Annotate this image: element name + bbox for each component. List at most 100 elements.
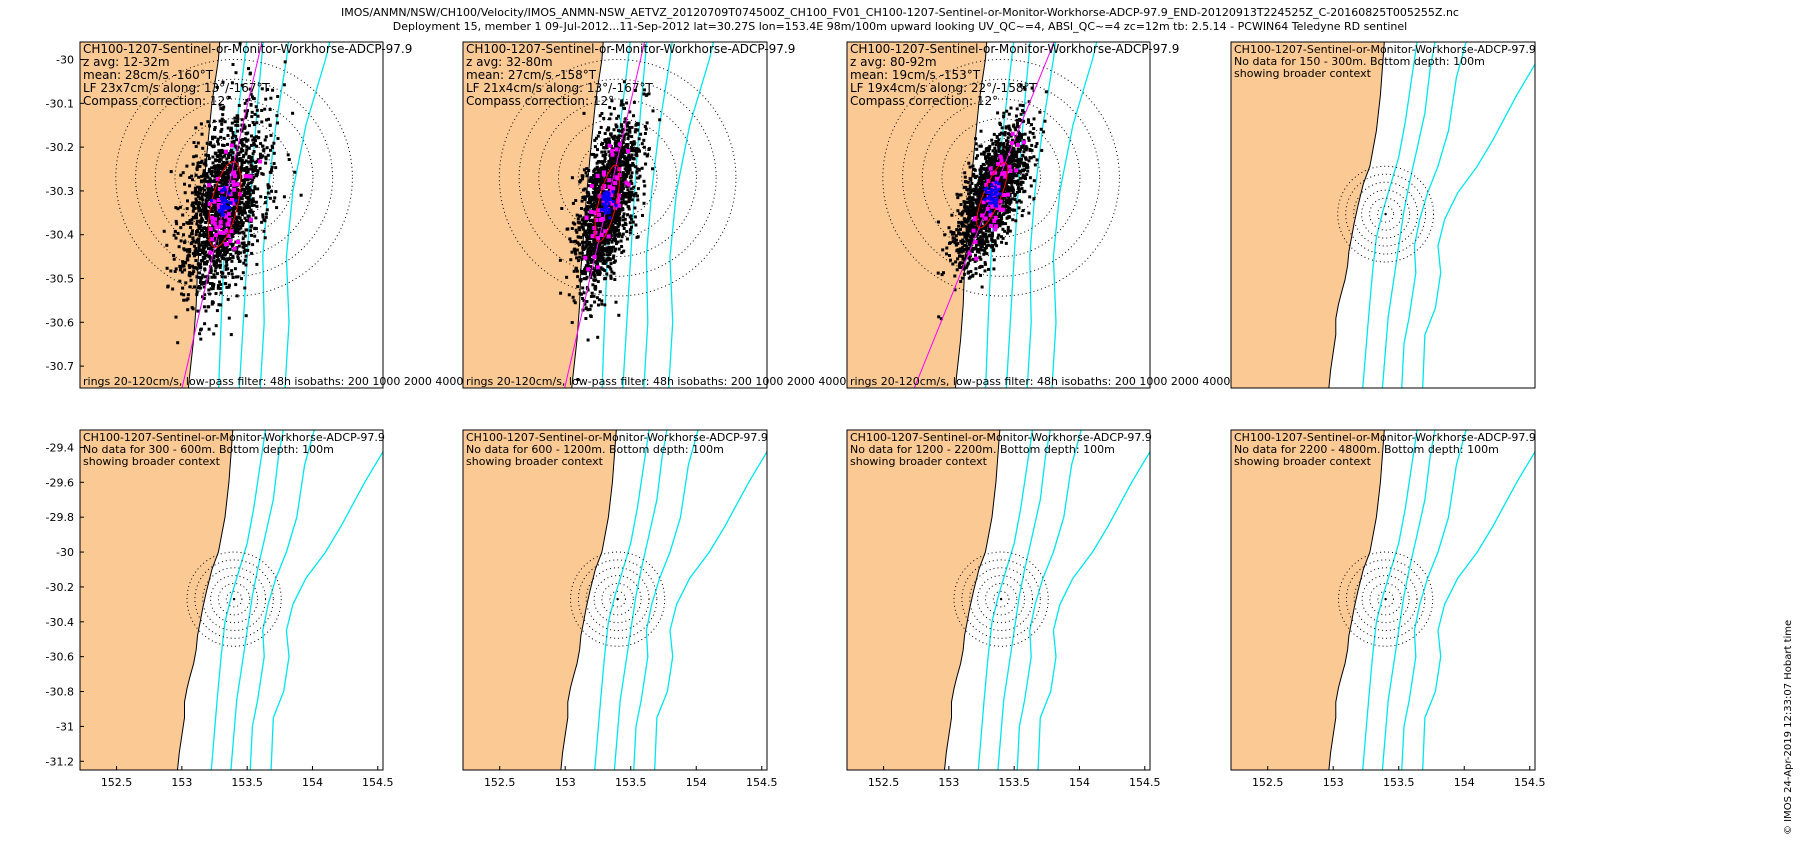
scatter-point	[977, 241, 981, 244]
scatter-point	[231, 254, 235, 258]
scatter-point	[633, 215, 637, 219]
scatter-point	[617, 114, 620, 118]
scatter-point	[205, 244, 209, 248]
scatter-point	[195, 222, 199, 226]
scatter-point	[588, 201, 592, 205]
scatter-point	[1005, 210, 1009, 214]
daily-point	[215, 176, 220, 181]
scatter-point	[971, 196, 975, 200]
scatter-point	[584, 219, 588, 223]
scatter-point	[570, 227, 574, 230]
scatter-point	[203, 188, 206, 192]
scatter-point	[222, 235, 226, 239]
scatter-point	[185, 248, 189, 252]
scatter-point	[233, 231, 237, 235]
scatter-point	[218, 159, 221, 163]
scatter-point	[195, 199, 198, 203]
scatter-point	[977, 181, 981, 185]
scatter-point	[201, 203, 204, 207]
scatter-point	[595, 165, 599, 169]
scatter-point	[205, 141, 209, 145]
scatter-point	[1001, 185, 1005, 188]
scatter-point	[984, 157, 988, 161]
scatter-point	[593, 172, 597, 176]
scatter-point	[1013, 198, 1017, 202]
scatter-point	[989, 156, 993, 160]
scatter-point	[174, 219, 178, 223]
scatter-point	[237, 259, 241, 263]
scatter-point	[1022, 119, 1026, 123]
scatter-point	[173, 270, 177, 273]
scatter-point	[618, 210, 622, 213]
scatter-point	[211, 259, 215, 263]
scatter-point	[174, 315, 178, 319]
scatter-point	[597, 303, 600, 307]
scatter-point	[246, 109, 249, 113]
scatter-point	[994, 140, 998, 143]
scatter-point	[247, 214, 251, 218]
scatter-point	[222, 182, 226, 186]
daily-point	[609, 148, 614, 153]
scatter-point	[243, 101, 247, 105]
scatter-point	[205, 216, 209, 220]
scatter-point	[243, 234, 247, 238]
scatter-point	[593, 138, 597, 142]
scatter-point	[258, 152, 262, 156]
scatter-point	[204, 262, 208, 266]
scatter-point	[241, 242, 245, 245]
mean-point	[607, 191, 611, 195]
scatter-point	[193, 186, 197, 190]
scatter-point	[1016, 186, 1020, 190]
scatter-point	[629, 179, 633, 183]
scatter-point	[1032, 179, 1036, 183]
scatter-point	[249, 160, 253, 164]
scatter-point	[621, 152, 625, 156]
daily-point	[596, 208, 600, 213]
scatter-point	[221, 176, 224, 180]
scatter-point	[997, 149, 1001, 153]
scatter-point	[198, 185, 202, 189]
panel-annotation-3: Compass correction: 12°	[466, 94, 614, 108]
scatter-point	[989, 181, 993, 185]
scatter-point	[187, 221, 190, 225]
scatter-point	[231, 131, 235, 134]
scatter-point	[265, 208, 269, 212]
scatter-point	[977, 250, 981, 254]
scatter-point	[231, 63, 235, 66]
scatter-point	[580, 225, 584, 229]
scatter-point	[207, 230, 211, 234]
scatter-point	[250, 198, 254, 202]
scatter-point	[1019, 112, 1023, 116]
scatter-point	[282, 195, 286, 199]
scatter-point	[625, 101, 629, 105]
scatter-point	[1032, 117, 1036, 121]
scatter-point	[960, 246, 964, 250]
scatter-point	[607, 138, 611, 142]
scatter-point	[642, 179, 646, 183]
scatter-point	[223, 275, 227, 279]
scatter-point	[1010, 197, 1014, 201]
scatter-point	[635, 128, 639, 132]
scatter-point	[204, 198, 208, 202]
scatter-point	[240, 213, 244, 216]
scatter-point	[239, 206, 243, 210]
scatter-point	[200, 216, 204, 220]
scatter-point	[196, 206, 200, 210]
scatter-point	[220, 118, 224, 122]
scatter-point	[206, 231, 210, 235]
scatter-point	[206, 188, 210, 192]
daily-point	[606, 234, 611, 239]
scatter-point	[642, 192, 646, 196]
scatter-point	[630, 135, 634, 139]
scatter-point	[219, 130, 223, 133]
scatter-point	[593, 193, 597, 197]
scatter-point	[608, 171, 612, 175]
scatter-point	[587, 224, 590, 228]
scatter-point	[969, 178, 973, 182]
scatter-point	[195, 168, 199, 172]
scatter-point	[586, 251, 590, 255]
scatter-point	[620, 123, 623, 127]
scatter-point	[222, 144, 226, 147]
scatter-point	[628, 221, 632, 225]
scatter-point	[197, 225, 201, 229]
